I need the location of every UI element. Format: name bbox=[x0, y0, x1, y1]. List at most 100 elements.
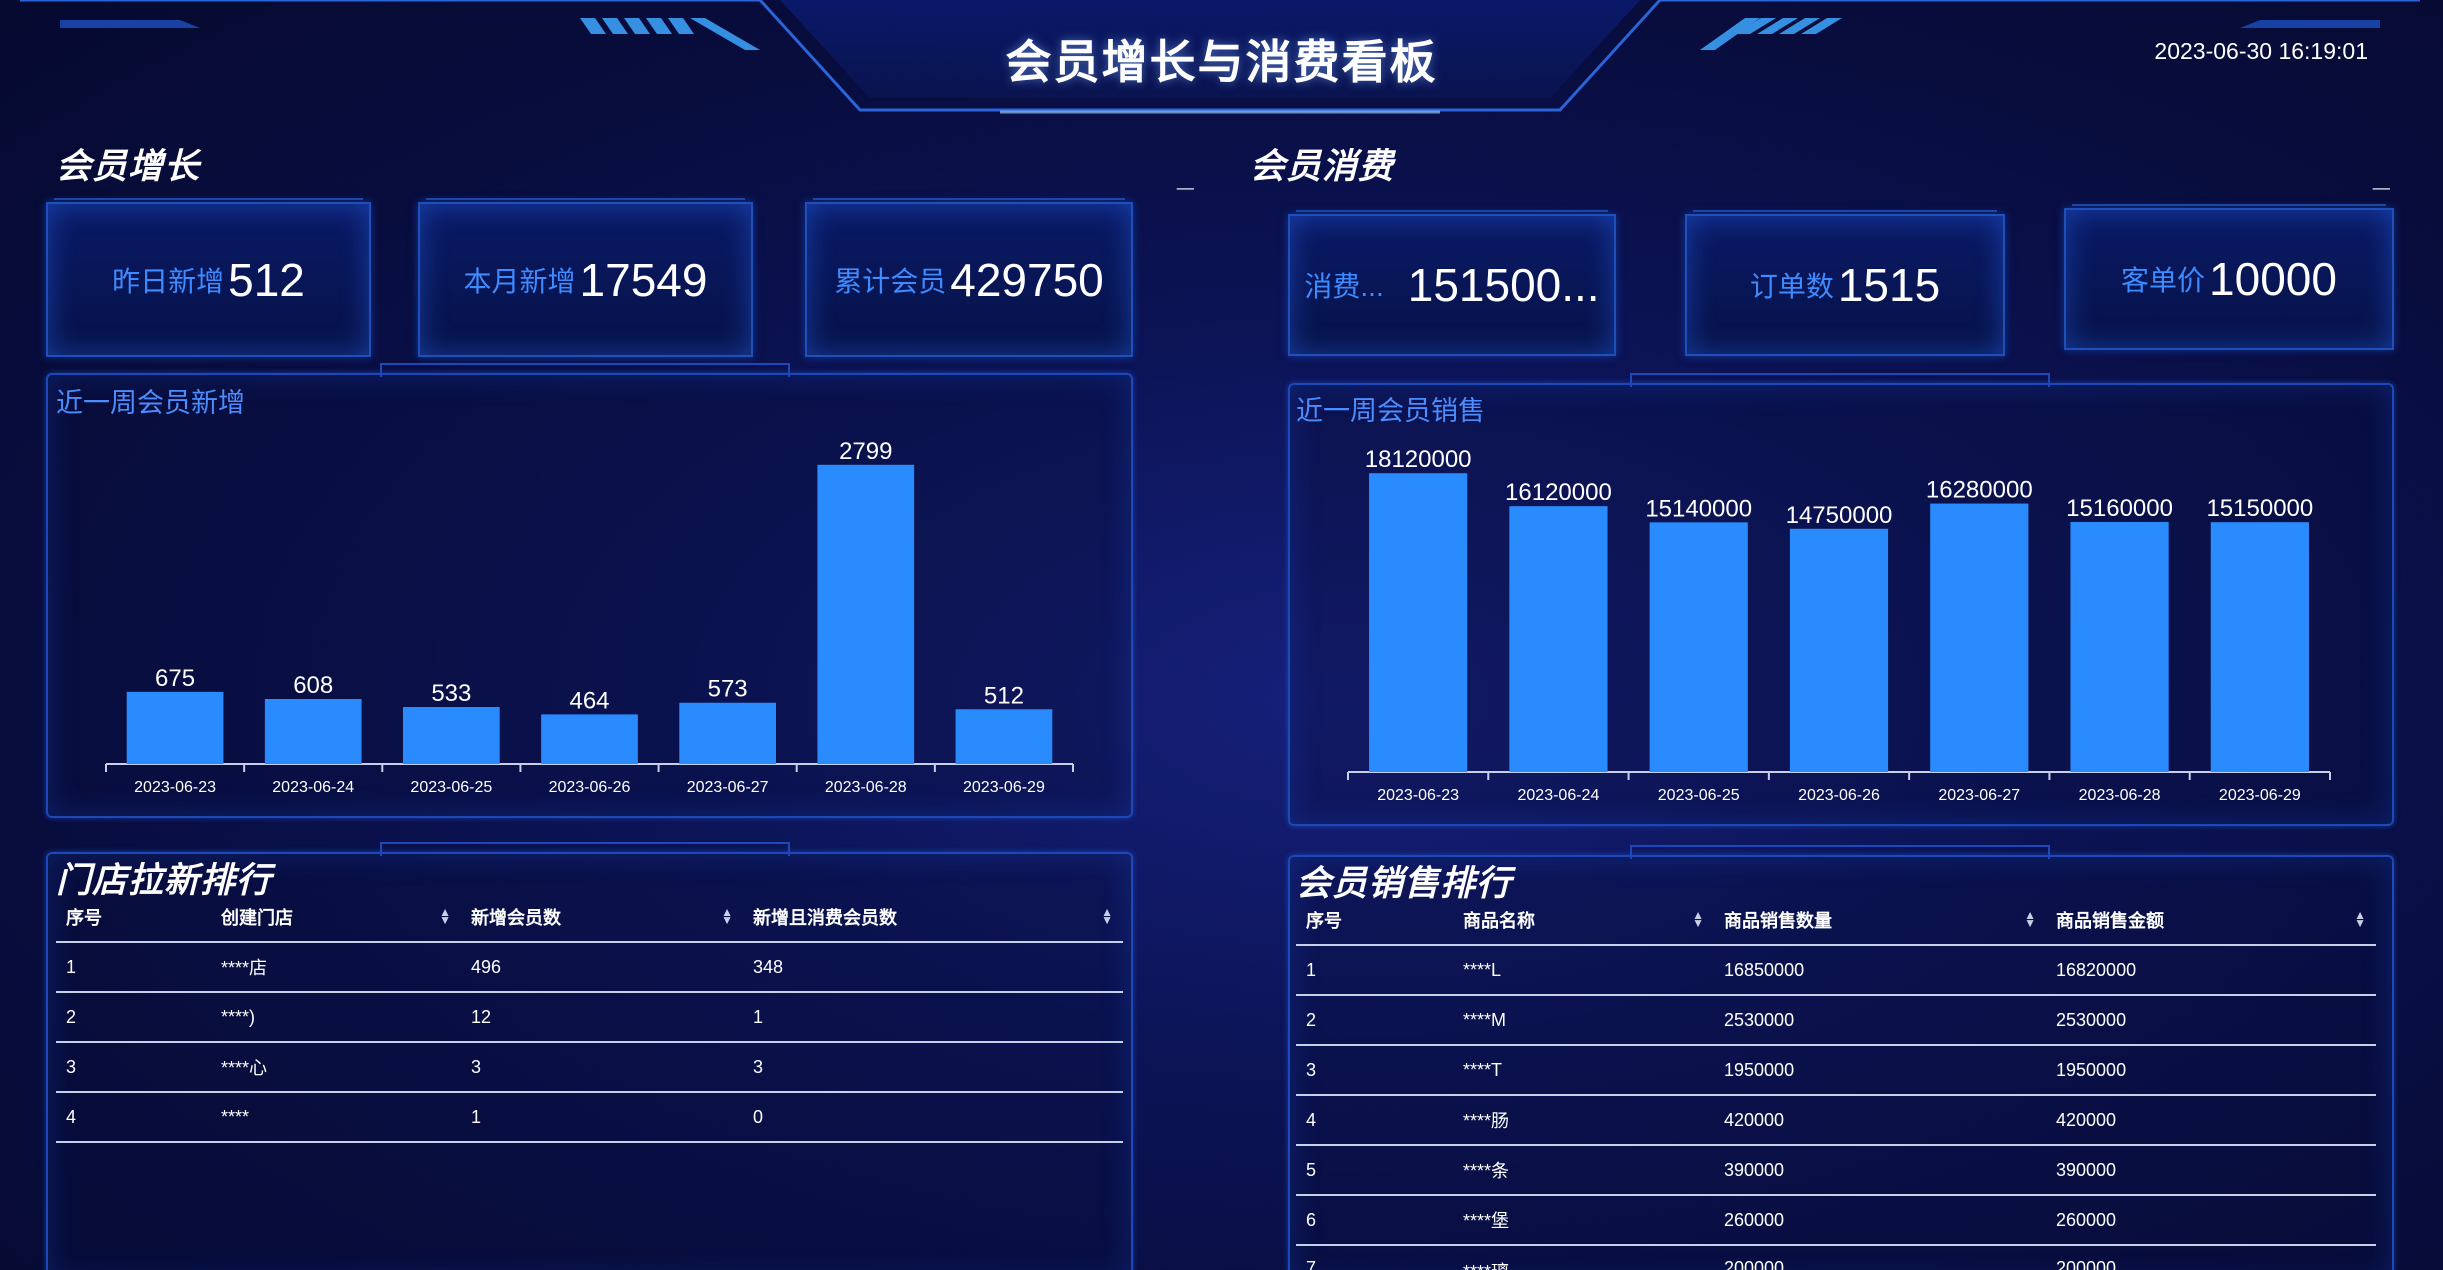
sort-icon[interactable]: ▲ ▼ bbox=[1101, 905, 1113, 927]
data-label: 15140000 bbox=[1645, 495, 1752, 522]
bar[interactable] bbox=[126, 691, 224, 764]
data-label: 2799 bbox=[839, 438, 892, 465]
panel-tab-decoration bbox=[380, 842, 790, 856]
data-label: 512 bbox=[984, 682, 1024, 709]
table-row[interactable]: 2 ****M 2530000 2530000 bbox=[1296, 995, 2376, 1046]
bar[interactable] bbox=[1649, 522, 1748, 772]
bar[interactable] bbox=[2210, 522, 2309, 772]
panel-tab-decoration bbox=[1630, 845, 2050, 859]
column-header-sales-amount[interactable]: 商品销售金额 ▲ ▼ bbox=[2046, 895, 2376, 946]
table-row[interactable]: 5 ****条 390000 390000 bbox=[1296, 1145, 2376, 1196]
data-label: 464 bbox=[569, 687, 609, 714]
stat-card-avg-price: 客单价 10000 bbox=[2064, 204, 2394, 350]
stat-card-month-new: 本月新增 17549 bbox=[418, 198, 753, 357]
table-row[interactable]: 3 ****心 3 3 bbox=[56, 1042, 1123, 1093]
stat-value: 512 bbox=[228, 253, 305, 306]
data-label: 608 bbox=[293, 672, 333, 699]
x-tick-label: 2023-06-27 bbox=[687, 779, 769, 796]
data-label: 18120000 bbox=[1365, 446, 1472, 473]
stat-card-orders: 订单数 1515 bbox=[1685, 210, 2005, 356]
growth-chart-title: 近一周会员新增 bbox=[56, 388, 245, 418]
store-ranking-table: 序号 创建门店 ▲ ▼ 新增会员数 ▲ ▼ 新增且消费会员数 ▲ ▼ 1 ****店 496 34… bbox=[56, 892, 1123, 1143]
sort-icon[interactable]: ▲ ▼ bbox=[2024, 908, 2036, 930]
column-header-product-name[interactable]: 商品名称 ▲ ▼ bbox=[1453, 895, 1714, 946]
x-tick-label: 2023-06-29 bbox=[963, 779, 1045, 796]
bar[interactable] bbox=[679, 702, 776, 764]
data-label: 675 bbox=[155, 665, 195, 692]
stat-label: 本月新增 bbox=[463, 265, 576, 297]
data-label: 14750000 bbox=[1786, 502, 1893, 529]
consume-section-title: 会员消费 bbox=[1250, 147, 1395, 186]
sort-icon[interactable]: ▲ ▼ bbox=[721, 905, 733, 927]
x-tick-label: 2023-06-25 bbox=[1658, 787, 1740, 804]
stat-label: 累计会员 bbox=[834, 265, 947, 297]
bar[interactable] bbox=[403, 707, 500, 764]
x-tick-label: 2023-06-23 bbox=[1377, 787, 1459, 804]
table-row[interactable]: 7****璃200000200000 bbox=[1296, 1245, 2376, 1270]
bar[interactable] bbox=[1789, 528, 1889, 772]
sort-icon[interactable]: ▲ ▼ bbox=[439, 905, 451, 927]
table-header-row: 序号 商品名称 ▲ ▼ 商品销售数量 ▲ ▼ 商品销售金额 ▲ ▼ bbox=[1296, 895, 2376, 946]
bar[interactable] bbox=[1369, 473, 1468, 772]
table-row[interactable]: 6 ****堡 260000 260000 bbox=[1296, 1195, 2376, 1246]
bar[interactable] bbox=[541, 714, 638, 764]
panel-tab-decoration bbox=[1630, 373, 2050, 387]
panel-tab-decoration bbox=[380, 363, 790, 377]
x-tick-label: 2023-06-27 bbox=[1938, 787, 2020, 804]
x-tick-label: 2023-06-28 bbox=[2079, 787, 2161, 804]
consume-minimize-button[interactable]: _ bbox=[2373, 160, 2390, 193]
page-title: 会员增长与消费看板 bbox=[1005, 36, 1438, 88]
x-tick-label: 2023-06-25 bbox=[410, 779, 492, 796]
table-row[interactable]: 2 ****) 12 1 bbox=[56, 992, 1123, 1043]
stat-value: 151500... bbox=[1407, 259, 1600, 311]
datetime-display: 2023-06-30 16:19:01 bbox=[2154, 38, 2368, 64]
bar[interactable] bbox=[817, 464, 915, 764]
stat-value: 17549 bbox=[579, 253, 708, 306]
bar[interactable] bbox=[1509, 506, 1608, 772]
column-header-new-consuming-members[interactable]: 新增且消费会员数 ▲ ▼ bbox=[743, 892, 1123, 943]
column-header-new-members[interactable]: 新增会员数 ▲ ▼ bbox=[461, 892, 743, 943]
data-label: 573 bbox=[708, 676, 748, 703]
stat-label: 订单数 bbox=[1749, 271, 1834, 302]
x-tick-label: 2023-06-24 bbox=[272, 779, 354, 796]
x-tick-label: 2023-06-26 bbox=[1798, 787, 1880, 804]
column-header-sales-quantity[interactable]: 商品销售数量 ▲ ▼ bbox=[1714, 895, 2046, 946]
stat-value: 429750 bbox=[950, 253, 1104, 306]
table-row[interactable]: 1 ****店 496 348 bbox=[56, 942, 1123, 993]
x-tick-label: 2023-06-26 bbox=[549, 779, 631, 796]
table-row[interactable]: 4 **** 1 0 bbox=[56, 1092, 1123, 1143]
stat-label: 客单价 bbox=[2121, 265, 2206, 296]
data-label: 16120000 bbox=[1505, 479, 1612, 506]
column-header-store[interactable]: 创建门店 ▲ ▼ bbox=[211, 892, 461, 943]
bar[interactable] bbox=[955, 709, 1053, 764]
column-header-index[interactable]: 序号 bbox=[1296, 895, 1453, 946]
growth-section-title: 会员增长 bbox=[56, 147, 201, 186]
x-tick-label: 2023-06-24 bbox=[1518, 787, 1600, 804]
data-label: 16280000 bbox=[1926, 477, 2033, 504]
column-header-index[interactable]: 序号 bbox=[56, 892, 211, 943]
table-row[interactable]: 4 ****肠 420000 420000 bbox=[1296, 1095, 2376, 1146]
table-row[interactable]: 3 ****T 1950000 1950000 bbox=[1296, 1045, 2376, 1096]
data-label: 15160000 bbox=[2066, 495, 2173, 522]
bar[interactable] bbox=[264, 699, 362, 764]
growth-minimize-button[interactable]: _ bbox=[1177, 160, 1194, 193]
data-label: 15150000 bbox=[2206, 495, 2313, 522]
bar[interactable] bbox=[2070, 522, 2169, 772]
stat-value: 1515 bbox=[1837, 259, 1941, 311]
growth-bar-chart: 675 2023-06-23 608 2023-06-24 533 2023-06-25 4… bbox=[105, 438, 1074, 796]
x-tick-label: 2023-06-23 bbox=[134, 779, 216, 796]
stat-value: 10000 bbox=[2209, 253, 2337, 305]
bar[interactable] bbox=[1930, 503, 2029, 772]
stat-label: 昨日新增 bbox=[112, 265, 225, 297]
sort-icon[interactable]: ▲ ▼ bbox=[2354, 908, 2366, 930]
x-tick-label: 2023-06-29 bbox=[2219, 787, 2301, 804]
x-tick-label: 2023-06-28 bbox=[825, 779, 907, 796]
stat-card-yesterday-new: 昨日新增 512 bbox=[46, 198, 371, 357]
stat-card-total-members: 累计会员 429750 bbox=[805, 198, 1133, 357]
table-row[interactable]: 1 ****L 16850000 16820000 bbox=[1296, 945, 2376, 996]
data-label: 533 bbox=[431, 680, 471, 707]
header: 会员增长与消费看板 2023-06-30 16:19:01 bbox=[0, 0, 2443, 120]
header-frame bbox=[20, 0, 2420, 114]
sort-icon[interactable]: ▲ ▼ bbox=[1692, 908, 1704, 930]
consume-bar-chart: 18120000 2023-06-23 16120000 2023-06-24 1514… bbox=[1347, 446, 2331, 804]
